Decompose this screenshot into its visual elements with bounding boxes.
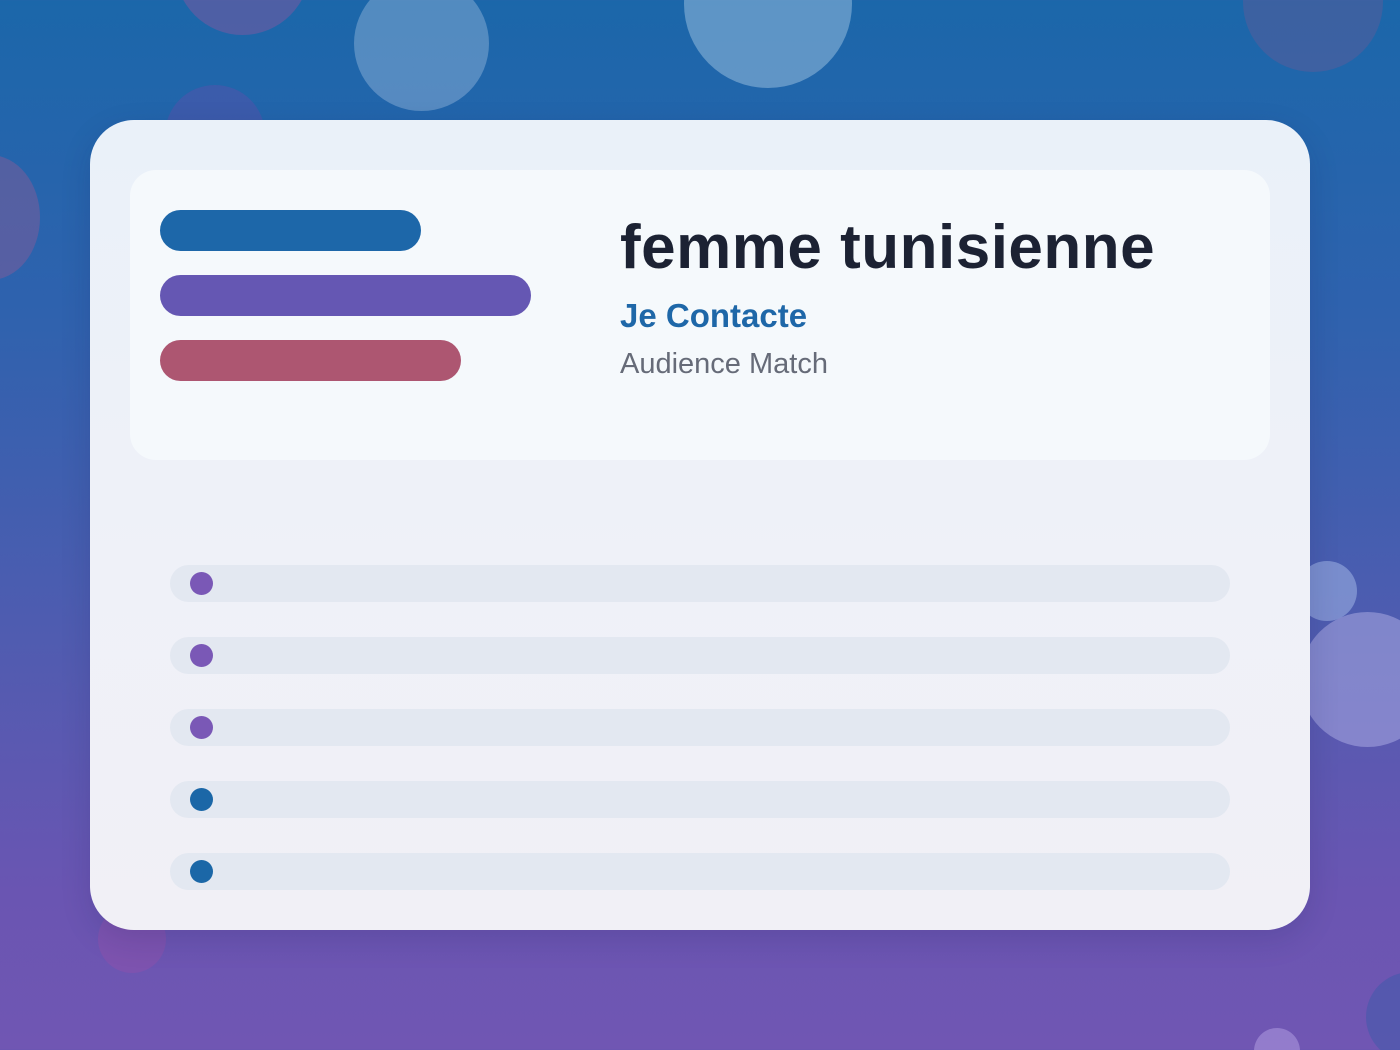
background-bubble — [354, 0, 489, 111]
list-item — [170, 853, 1230, 890]
bullet-dot — [190, 644, 213, 667]
bullet-dot — [190, 716, 213, 739]
rose-bar — [160, 340, 461, 381]
bullet-dot — [190, 788, 213, 811]
list-item — [170, 709, 1230, 746]
audience-card: femme tunisienne Je Contacte Audience Ma… — [90, 120, 1310, 930]
list-item — [170, 781, 1230, 818]
purple-bar — [160, 275, 531, 316]
card-header-panel: femme tunisienne Je Contacte Audience Ma… — [130, 170, 1270, 460]
background-bubble — [1300, 612, 1400, 747]
placeholder-list — [170, 565, 1230, 925]
background-bubble — [175, 0, 310, 35]
background-bubble — [1243, 0, 1383, 72]
card-caption: Audience Match — [620, 348, 828, 380]
blue-bar — [160, 210, 421, 251]
background-bubble — [0, 155, 40, 280]
card-subtitle: Je Contacte — [620, 297, 808, 334]
list-item — [170, 565, 1230, 602]
list-item — [170, 637, 1230, 674]
background-bubble — [1366, 972, 1400, 1050]
bullet-dot — [190, 572, 213, 595]
card-title: femme tunisienne — [620, 213, 1156, 282]
background-bubble — [1254, 1028, 1300, 1050]
background-bubble — [684, 0, 852, 88]
bullet-dot — [190, 860, 213, 883]
